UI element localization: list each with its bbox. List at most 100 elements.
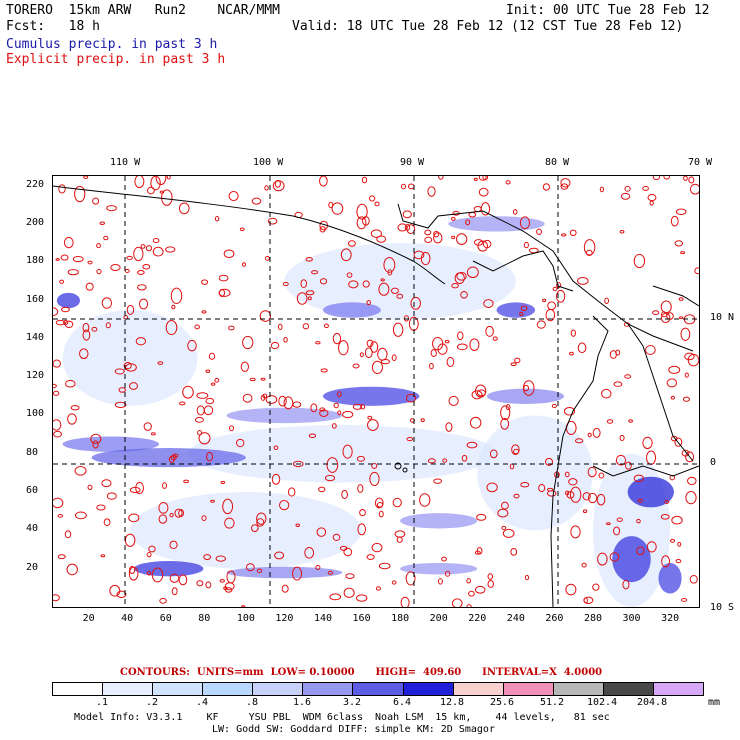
x-tick-label: 60	[159, 613, 172, 624]
explicit-precip-contour	[58, 184, 66, 194]
explicit-precip-contour	[624, 374, 632, 379]
y-tick-label: 180	[26, 255, 45, 267]
explicit-precip-contour	[116, 590, 127, 598]
explicit-precip-contour	[308, 433, 317, 439]
explicit-precip-contour	[466, 266, 479, 279]
colorbar-swatch	[253, 683, 304, 695]
explicit-precip-contour	[304, 547, 315, 559]
explicit-precip-contour	[684, 372, 689, 378]
colorbar	[52, 682, 704, 696]
explicit-precip-contour	[187, 339, 197, 352]
cumulus-precip-cell	[400, 513, 478, 529]
explicit-precip-contour	[332, 533, 341, 541]
explicit-precip-contour	[171, 304, 176, 310]
explicit-precip-contour	[101, 479, 112, 488]
explicit-precip-contour	[502, 528, 515, 538]
x-tick-label: 300	[622, 613, 641, 624]
explicit-precip-contour	[259, 310, 271, 322]
explicit-precip-contour	[685, 490, 697, 505]
explicit-precip-contour	[661, 555, 671, 568]
explicit-precip-contour	[420, 418, 425, 423]
explicit-precip-contour	[468, 590, 475, 597]
x-tick-label: 120	[275, 613, 294, 624]
model-info-line2: LW: Godd SW: Goddard DIFF: simple KM: 2D…	[212, 724, 495, 735]
explicit-precip-contour	[126, 255, 133, 260]
explicit-precip-contour	[208, 352, 216, 360]
explicit-precip-contour	[466, 578, 472, 584]
y-tick-label: 160	[26, 293, 45, 305]
cumulus-precip-cell	[612, 536, 651, 583]
explicit-precip-contour	[545, 457, 554, 466]
explicit-precip-contour	[460, 290, 468, 299]
explicit-precip-contour	[169, 513, 174, 518]
explicit-precip-contour	[240, 361, 249, 372]
lon-label: 90 W	[400, 157, 425, 168]
explicit-precip-contour	[333, 402, 339, 409]
explicit-precip-contour	[468, 211, 477, 218]
explicit-precip-contour	[331, 202, 344, 215]
colorbar-label: .8	[246, 697, 259, 708]
explicit-precip-contour	[287, 487, 296, 497]
cumulus-precip-cell	[658, 562, 682, 594]
explicit-precip-contour	[110, 264, 121, 271]
colorbar-swatch	[353, 683, 404, 695]
explicit-precip-contour	[587, 492, 598, 504]
cumulus-precip-cell	[486, 388, 565, 404]
explicit-precip-contour	[201, 515, 207, 521]
explicit-legend-label: Explicit precip. in past 3 h	[6, 52, 226, 67]
lon-label: 70 W	[688, 157, 713, 168]
explicit-precip-contour	[407, 183, 415, 190]
explicit-precip-contour	[444, 339, 450, 344]
explicit-precip-contour	[528, 247, 539, 254]
explicit-precip-contour	[636, 546, 645, 556]
colorbar-label: 25.6	[490, 697, 515, 708]
explicit-precip-contour	[456, 343, 468, 351]
explicit-precip-contour	[341, 489, 348, 500]
model-run-title: TORERO 15km ARW Run2 NCAR/MMM	[6, 3, 280, 18]
explicit-precip-contour	[403, 315, 410, 322]
explicit-precip-contour	[356, 594, 368, 602]
y-tick-label: 140	[26, 331, 45, 343]
explicit-precip-contour	[65, 379, 76, 388]
explicit-precip-contour	[592, 427, 601, 438]
explicit-precip-contour	[681, 449, 690, 457]
explicit-precip-contour	[661, 311, 668, 318]
explicit-precip-contour	[547, 301, 557, 311]
explicit-precip-contour	[67, 413, 77, 425]
explicit-precip-contour	[336, 391, 342, 398]
explicit-precip-contour	[371, 542, 383, 553]
explicit-precip-contour	[570, 329, 577, 337]
explicit-precip-contour	[57, 554, 66, 560]
explicit-precip-contour	[356, 216, 367, 230]
explicit-precip-contour	[477, 240, 489, 252]
explicit-precip-contour	[684, 352, 695, 361]
explicit-precip-contour	[319, 278, 328, 285]
explicit-precip-contour	[569, 351, 574, 356]
explicit-precip-contour	[583, 239, 596, 256]
explicit-precip-contour	[441, 556, 447, 562]
explicit-precip-contour	[223, 249, 235, 259]
explicit-precip-contour	[359, 508, 366, 517]
explicit-precip-contour	[663, 176, 670, 180]
explicit-precip-contour	[283, 396, 294, 410]
explicit-precip-contour	[74, 185, 86, 203]
explicit-precip-contour	[197, 430, 203, 436]
explicit-precip-contour	[465, 219, 471, 226]
explicit-precip-contour	[256, 518, 265, 527]
explicit-precip-contour	[60, 306, 70, 313]
explicit-precip-contour	[375, 586, 382, 591]
explicit-precip-contour	[114, 368, 125, 375]
explicit-precip-contour	[319, 226, 326, 233]
explicit-precip-contour	[392, 497, 402, 508]
x-tick-label: 220	[468, 613, 487, 624]
explicit-precip-contour	[376, 502, 384, 508]
explicit-precip-contour	[505, 404, 511, 411]
model-info-line1: Model Info: V3.3.1 KF YSU PBL WDM 6class…	[74, 712, 610, 723]
explicit-precip-contour	[410, 296, 421, 310]
y-tick-label: 220	[26, 178, 45, 190]
explicit-precip-contour	[90, 433, 102, 444]
explicit-precip-contour	[652, 310, 660, 316]
explicit-precip-contour	[157, 361, 164, 365]
explicit-precip-contour	[483, 299, 494, 308]
explicit-precip-contour	[400, 596, 410, 607]
